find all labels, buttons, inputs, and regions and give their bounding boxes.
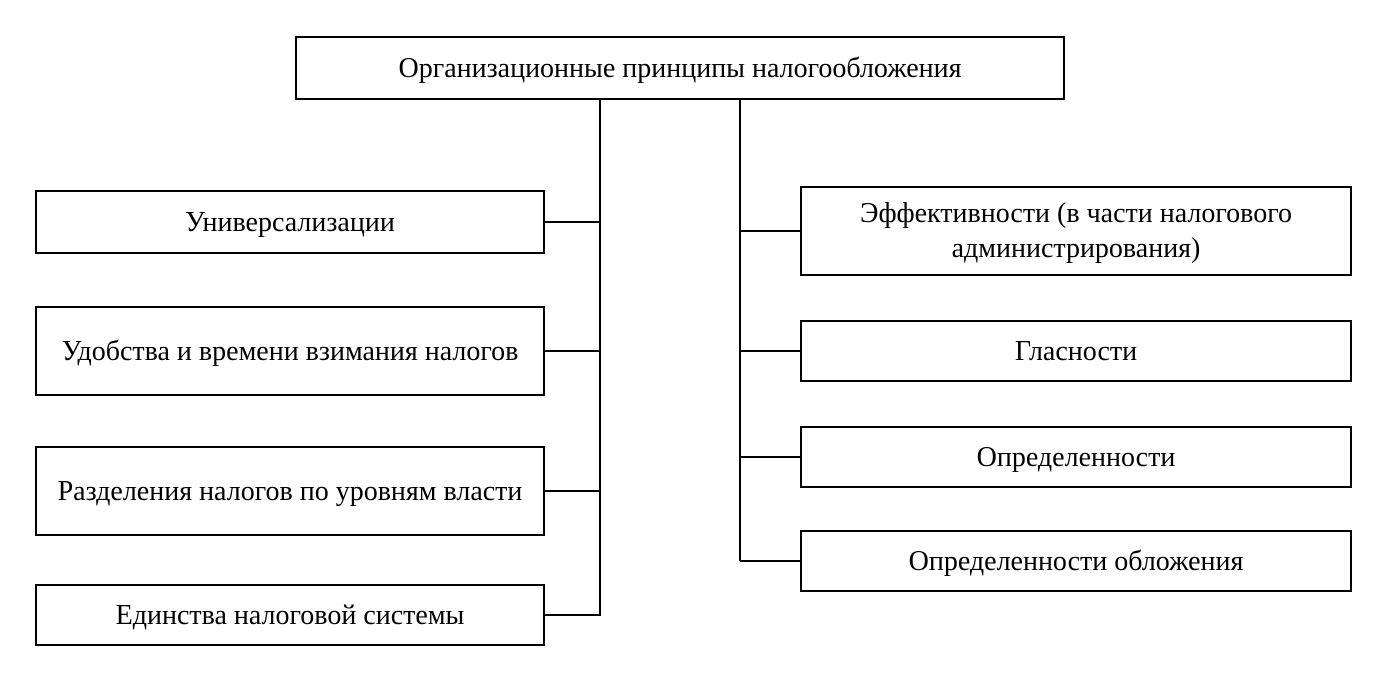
connector-line	[740, 456, 800, 458]
connector-line	[739, 100, 741, 561]
connector-line	[545, 490, 600, 492]
connector-line	[599, 100, 601, 616]
node-label: Определенности	[977, 440, 1176, 475]
node-label: Удобства и времени взимания налогов	[62, 334, 519, 369]
node-certainty: Определенности	[800, 426, 1352, 488]
node-label: Единства налоговой системы	[116, 598, 465, 633]
node-publicity: Гласности	[800, 320, 1352, 382]
node-label: Гласности	[1015, 334, 1137, 369]
node-efficiency: Эффективности (в части налогового админи…	[800, 186, 1352, 276]
connector-line	[545, 221, 600, 223]
connector-line	[740, 230, 800, 232]
node-tax-system-unity: Единства налоговой системы	[35, 584, 545, 646]
connector-line	[740, 350, 800, 352]
connector-line	[740, 560, 800, 562]
node-convenience-timing: Удобства и времени взимания налогов	[35, 306, 545, 396]
node-label: Разделения налогов по уровням власти	[58, 474, 523, 509]
node-label: Универсализации	[185, 205, 395, 240]
root-node: Организационные принципы налогообложения	[295, 36, 1065, 100]
connector-line	[545, 614, 600, 616]
node-label: Определенности обложения	[909, 544, 1244, 579]
connector-line	[545, 350, 600, 352]
node-label: Эффективности (в части налогового админи…	[814, 196, 1338, 266]
node-taxation-certainty: Определенности обложения	[800, 530, 1352, 592]
node-universalization: Универсализации	[35, 190, 545, 254]
node-tax-division: Разделения налогов по уровням власти	[35, 446, 545, 536]
root-label: Организационные принципы налогообложения	[399, 51, 962, 86]
